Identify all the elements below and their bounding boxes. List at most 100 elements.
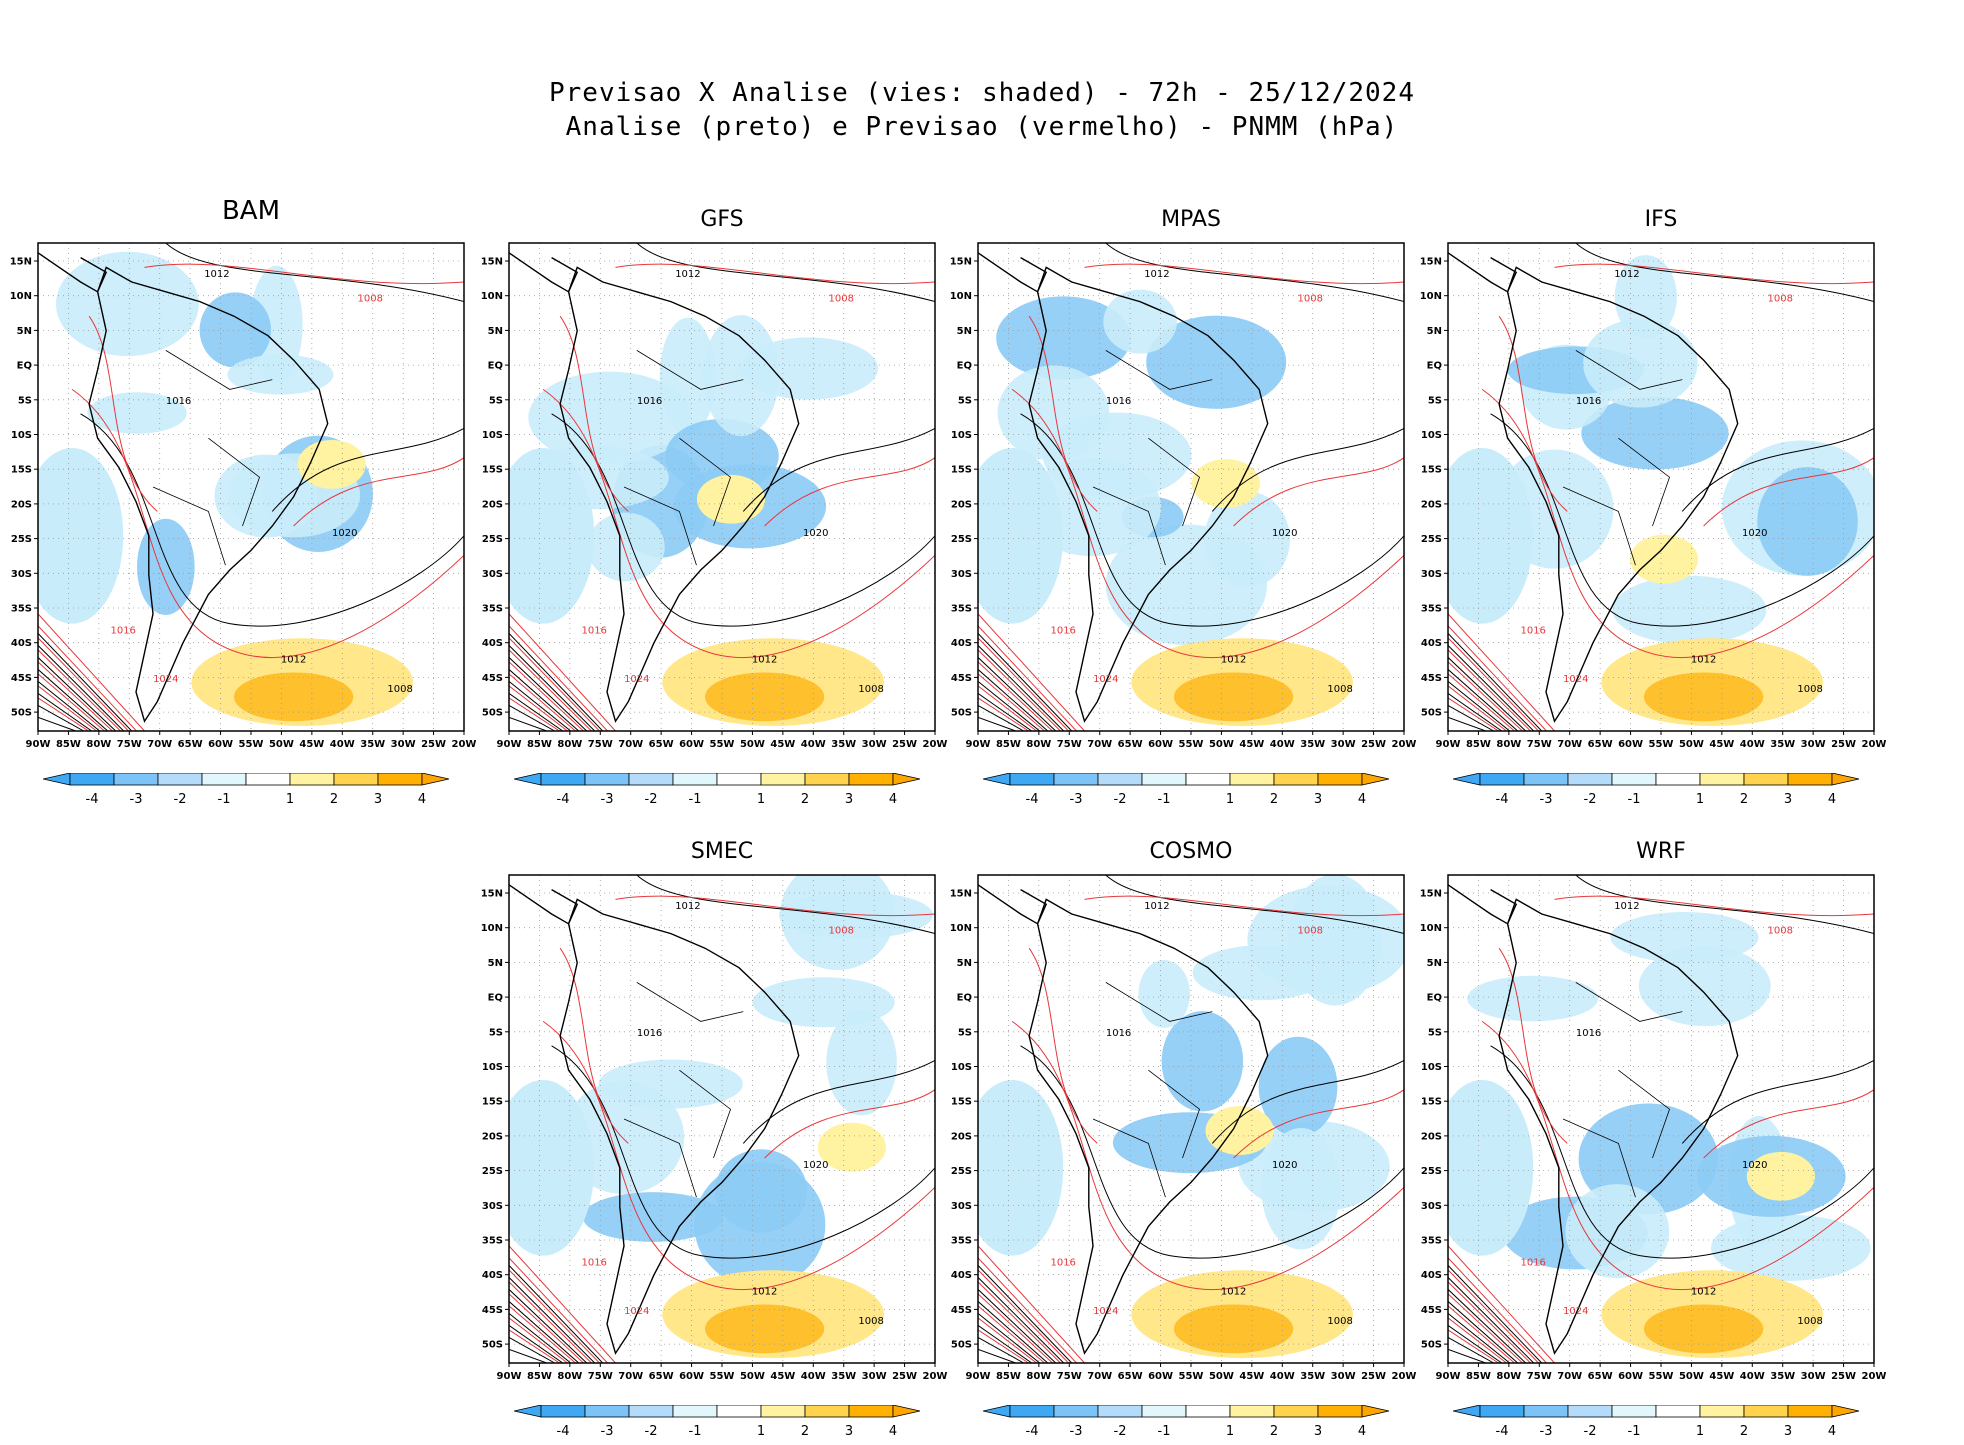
colorbar-label: -3 xyxy=(1070,1424,1083,1439)
colorbar-label: -2 xyxy=(1584,792,1597,807)
lat-tick-label: 40S xyxy=(482,1270,503,1281)
lat-tick-label: 25S xyxy=(951,534,972,545)
colorbar-label: -2 xyxy=(1114,792,1127,807)
colorbar-label: -4 xyxy=(557,1424,570,1439)
map-panel-wrf: 1012 1008 1016 1020 1024 1012 1008 1016 15N 10N 5N… xyxy=(1420,874,1887,1382)
colorbar-ifs: -4 -3 -2 -1 1 2 3 4 xyxy=(1453,773,1860,807)
figure-title-line1: Previsao X Analise (vies: shaded) - 72h … xyxy=(549,78,1415,108)
lon-tick-label: 25W xyxy=(1361,739,1386,750)
colorbar-label: 3 xyxy=(845,1424,853,1439)
colorbar-label: 1 xyxy=(1696,1424,1704,1439)
lon-tick-label: 90W xyxy=(1436,739,1461,750)
colorbar-label: 1 xyxy=(757,792,765,807)
lon-tick-label: 20W xyxy=(452,739,477,750)
lat-tick-label: 5N xyxy=(17,326,32,337)
isobar-label: 1016 xyxy=(110,625,135,636)
colorbar-label: -3 xyxy=(1070,792,1083,807)
colorbar-label: 4 xyxy=(418,792,426,807)
colorbar-label: 4 xyxy=(1358,1424,1366,1439)
colorbar-label: 1 xyxy=(1696,792,1704,807)
colorbar-label: 2 xyxy=(330,792,338,807)
lon-tick-label: 50W xyxy=(1209,739,1234,750)
lat-tick-label: 25S xyxy=(11,534,32,545)
colorbar-label: -1 xyxy=(689,1424,702,1439)
lon-tick-label: 45W xyxy=(1239,739,1264,750)
map-panel-smec: 1012 1008 1016 1020 1024 1012 1008 1016 15N 10N 5N… xyxy=(481,874,947,1382)
lon-tick-label: 75W xyxy=(588,739,613,750)
isobar-label: 1016 xyxy=(1520,1257,1545,1268)
lon-tick-label: 25W xyxy=(1831,1371,1856,1382)
lat-tick-label: 5N xyxy=(957,326,972,337)
lon-tick-label: 85W xyxy=(996,1371,1021,1382)
lat-tick-label: 50S xyxy=(482,708,503,719)
lat-tick-label: 30S xyxy=(482,569,503,580)
lon-tick-label: 55W xyxy=(710,739,735,750)
colorbar-label: 3 xyxy=(1314,792,1322,807)
lat-tick-label: 45S xyxy=(1421,673,1442,684)
lat-tick-label: EQ xyxy=(957,993,972,1004)
lat-tick-label: 40S xyxy=(11,638,32,649)
isobar-label: 1024 xyxy=(624,1306,649,1317)
colorbar-label: -1 xyxy=(1158,792,1171,807)
lat-tick-label: EQ xyxy=(957,361,972,372)
lat-tick-label: EQ xyxy=(488,993,503,1004)
lat-tick-label: 15S xyxy=(1421,1097,1442,1108)
lon-tick-label: 65W xyxy=(178,739,203,750)
lat-tick-label: 30S xyxy=(11,569,32,580)
isobar-label: 1012 xyxy=(281,655,306,666)
lon-tick-label: 80W xyxy=(1026,1371,1051,1382)
lon-tick-label: 70W xyxy=(1557,739,1582,750)
colorbar-label: -3 xyxy=(1540,1424,1553,1439)
colorbar-smec: -4 -3 -2 -1 1 2 3 4 xyxy=(514,1405,921,1439)
lon-tick-label: 40W xyxy=(330,739,355,750)
lat-tick-label: 10S xyxy=(11,430,32,441)
isobar-label: 1012 xyxy=(1221,1287,1246,1298)
lon-tick-label: 30W xyxy=(1331,739,1356,750)
lon-tick-label: 90W xyxy=(966,1371,991,1382)
lat-tick-label: 20S xyxy=(1421,499,1442,510)
lon-tick-label: 85W xyxy=(996,739,1021,750)
lat-tick-label: EQ xyxy=(17,361,32,372)
colorbar-label: 4 xyxy=(889,1424,897,1439)
colorbar-label: 4 xyxy=(889,792,897,807)
lon-tick-label: 65W xyxy=(649,739,674,750)
lat-tick-label: 10N xyxy=(950,291,972,302)
lat-tick-label: 10S xyxy=(951,430,972,441)
lon-tick-label: 35W xyxy=(1770,1371,1795,1382)
lat-tick-label: 5S xyxy=(489,1027,503,1038)
lat-tick-label: 40S xyxy=(1421,1270,1442,1281)
lon-tick-label: 60W xyxy=(208,739,233,750)
isobar-label: 1008 xyxy=(358,294,383,305)
lon-tick-label: 30W xyxy=(1801,739,1826,750)
colorbar-bam: -4 -3 -2 -1 1 2 3 4 xyxy=(43,773,450,807)
isobar-label: 1008 xyxy=(1298,294,1323,305)
lon-tick-label: 75W xyxy=(588,1371,613,1382)
lon-tick-label: 35W xyxy=(831,1371,856,1382)
lat-tick-label: 50S xyxy=(482,1340,503,1351)
colorbar-label: 3 xyxy=(374,792,382,807)
colorbar-label: 4 xyxy=(1828,1424,1836,1439)
lat-tick-label: 20S xyxy=(951,499,972,510)
figure-title-line2: Analise (preto) e Previsao (vermelho) - … xyxy=(565,112,1399,142)
lat-tick-label: 5N xyxy=(1427,958,1442,969)
isobar-label: 1012 xyxy=(1614,901,1639,912)
lon-tick-label: 40W xyxy=(1740,739,1765,750)
lon-tick-label: 35W xyxy=(831,739,856,750)
lat-tick-label: 15N xyxy=(1420,889,1442,900)
isobar-label: 1016 xyxy=(1106,1028,1131,1039)
lat-tick-label: 5S xyxy=(1428,1027,1442,1038)
lon-tick-label: 40W xyxy=(801,1371,826,1382)
lon-tick-label: 45W xyxy=(770,739,795,750)
lat-tick-label: 5S xyxy=(489,395,503,406)
lon-tick-label: 20W xyxy=(1392,739,1417,750)
isobar-label: 1012 xyxy=(1691,655,1716,666)
isobar-label: 1012 xyxy=(1691,1287,1716,1298)
isobar-label: 1020 xyxy=(803,1160,828,1171)
lat-tick-label: 5S xyxy=(18,395,32,406)
lat-tick-label: 40S xyxy=(951,1270,972,1281)
isobar-label: 1008 xyxy=(858,1316,883,1327)
lon-tick-label: 20W xyxy=(1862,1371,1887,1382)
lat-tick-label: 10N xyxy=(1420,291,1442,302)
isobar-label: 1008 xyxy=(1797,684,1822,695)
lat-tick-label: 50S xyxy=(11,708,32,719)
